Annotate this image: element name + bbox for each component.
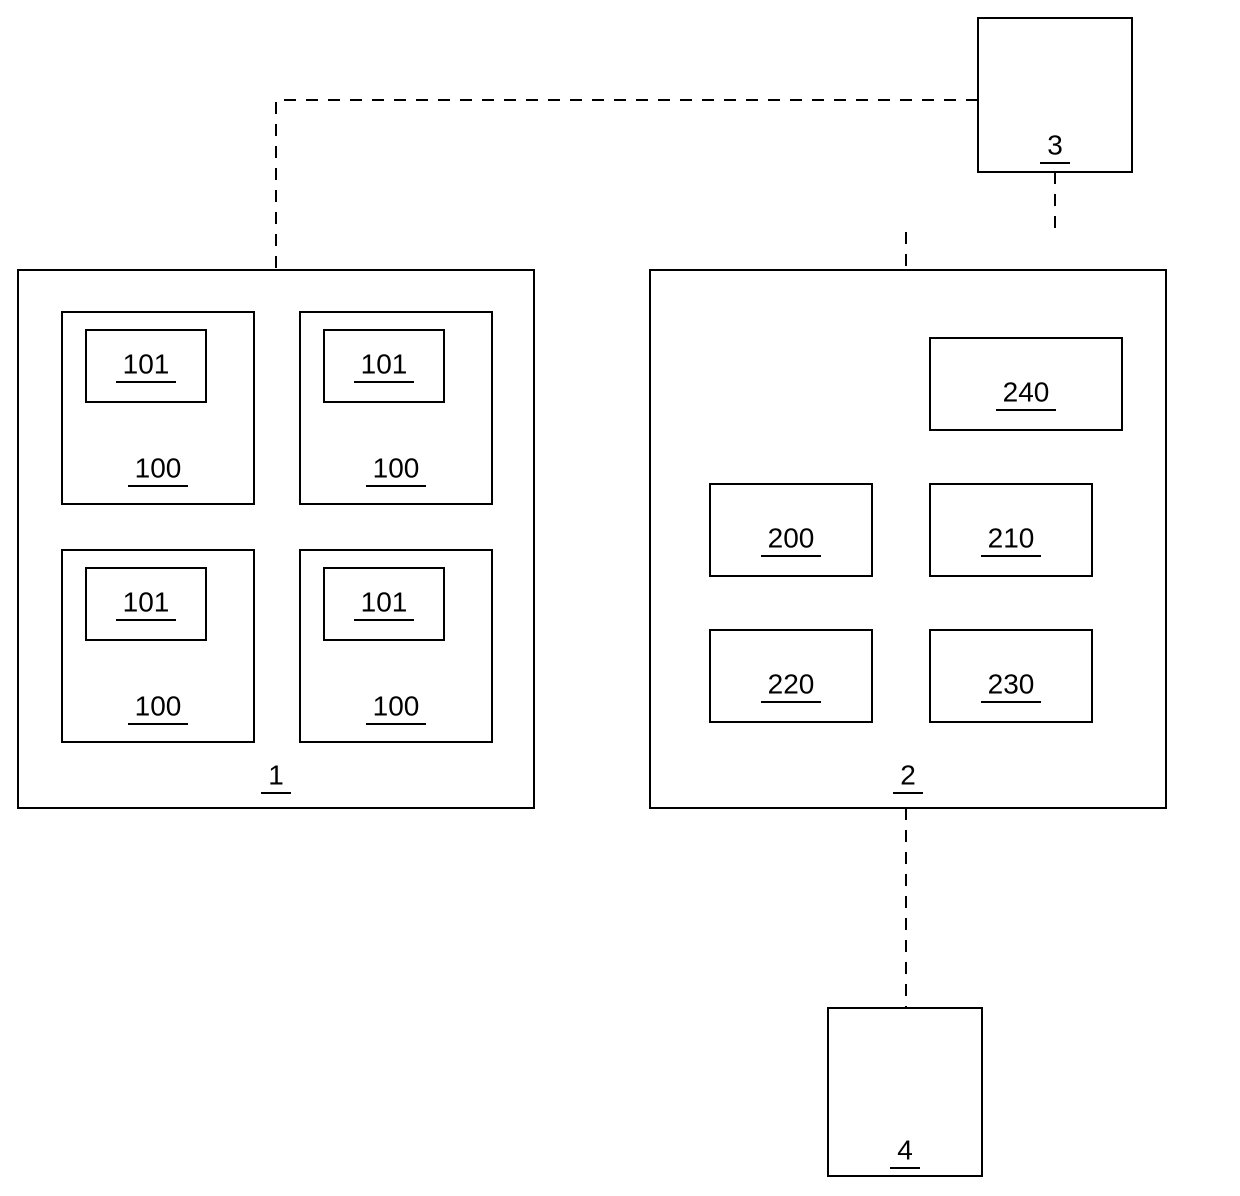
node-b200: 200 — [710, 484, 872, 576]
node-b230: 230 — [930, 630, 1092, 722]
node-label-sub101_a: 101 — [123, 348, 170, 379]
node-sub101_a: 101 — [86, 330, 206, 402]
node-label-sub101_b: 101 — [361, 348, 408, 379]
node-label-sub101_d: 101 — [361, 586, 408, 617]
node-label-box3: 3 — [1047, 129, 1063, 160]
node-sub101_d: 101 — [324, 568, 444, 640]
node-label-sub100_c: 100 — [135, 690, 182, 721]
node-box3: 3 — [978, 18, 1132, 172]
node-label-box1: 1 — [268, 759, 284, 790]
node-label-box2: 2 — [900, 759, 916, 790]
node-b220: 220 — [710, 630, 872, 722]
node-sub101_b: 101 — [324, 330, 444, 402]
node-label-b210: 210 — [988, 522, 1035, 553]
connector-2 — [276, 100, 978, 270]
node-label-sub100_b: 100 — [373, 452, 420, 483]
node-label-b240: 240 — [1003, 376, 1050, 407]
node-label-sub100_d: 100 — [373, 690, 420, 721]
node-label-box4: 4 — [897, 1134, 913, 1165]
node-label-b200: 200 — [768, 522, 815, 553]
node-label-b230: 230 — [988, 668, 1035, 699]
node-label-sub101_c: 101 — [123, 586, 170, 617]
node-b210: 210 — [930, 484, 1092, 576]
node-box4: 4 — [828, 1008, 982, 1176]
node-label-b220: 220 — [768, 668, 815, 699]
node-b240: 240 — [930, 338, 1122, 430]
node-sub101_c: 101 — [86, 568, 206, 640]
node-label-sub100_a: 100 — [135, 452, 182, 483]
